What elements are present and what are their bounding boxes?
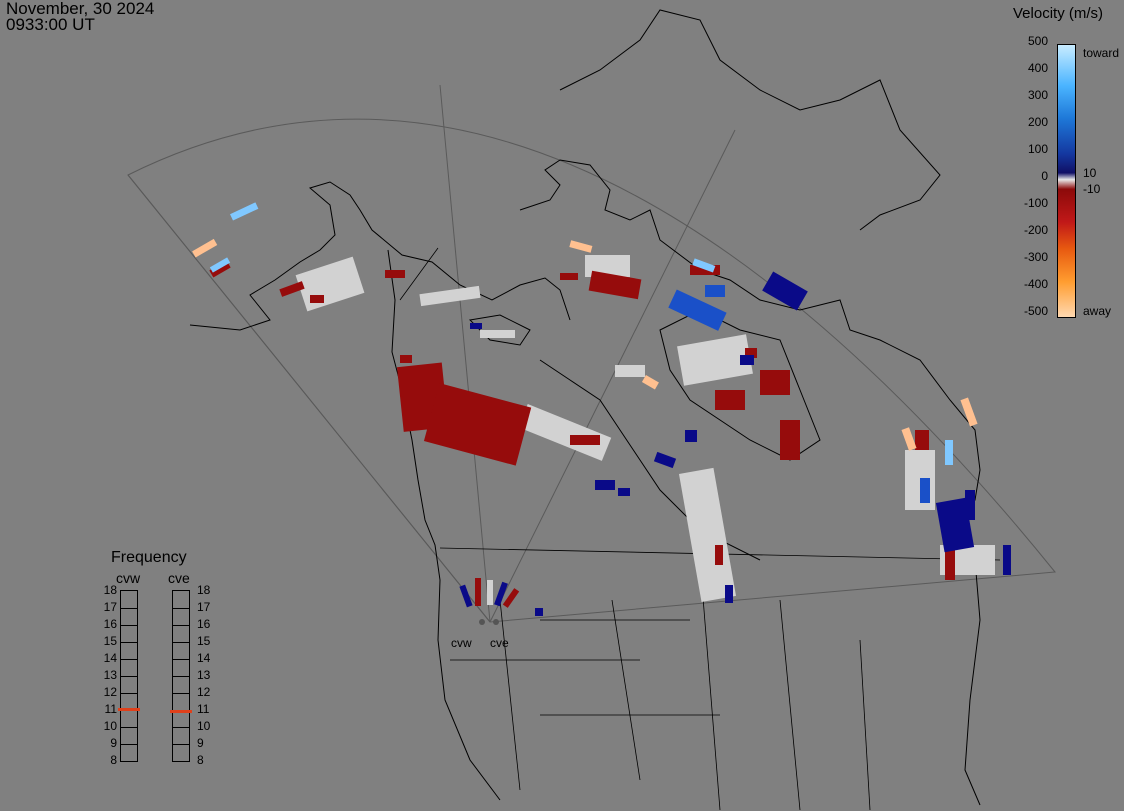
frequency-scale-label: 11 — [104, 702, 117, 716]
frequency-scale-label: 16 — [103, 617, 117, 631]
colorbar-tick-label: -500 — [1023, 304, 1048, 318]
frequency-scale-label: 17 — [103, 600, 117, 614]
colorbar-tick-label: 300 — [1027, 88, 1048, 102]
colorbar-small-tick-pos: 10 — [1083, 166, 1097, 180]
frequency-scale-label: 18 — [197, 583, 211, 597]
site-fan — [459, 578, 520, 625]
borders — [399, 247, 1001, 811]
frequency-scale-label: 8 — [110, 753, 117, 767]
colorbar — [1057, 44, 1076, 318]
frequency-title: Frequency — [111, 549, 187, 566]
frequency-scale-label: 10 — [103, 719, 117, 733]
frequency-scale-label: 11 — [197, 702, 210, 716]
frequency-marker — [170, 709, 192, 713]
date-text: November, 30 2024 — [6, 0, 155, 18]
colorbar-tick-label: -200 — [1023, 223, 1048, 237]
colorbar-tick-label: -400 — [1023, 277, 1048, 291]
frequency-scale-label: 9 — [197, 736, 204, 750]
field-of-view — [127, 84, 1056, 623]
frequency-radar-cvw: cvw — [116, 570, 141, 586]
frequency-marker — [118, 708, 140, 711]
frequency-scale-label: 14 — [103, 651, 117, 665]
frequency-scale-label: 13 — [197, 668, 211, 682]
coastlines — [189, 9, 981, 806]
frequency-scale-label: 13 — [103, 668, 117, 682]
frequency-scale-label: 14 — [197, 651, 211, 665]
site-label-cve: cve — [490, 636, 509, 650]
colorbar-tick-label: 500 — [1027, 34, 1048, 48]
colorbar-tick-label: 400 — [1027, 61, 1048, 75]
colorbar-title: Velocity (m/s) — [1013, 5, 1104, 22]
frequency-scale-label: 12 — [103, 685, 117, 699]
frequency-bar-cve — [170, 590, 192, 762]
colorbar-toward-label: toward — [1083, 46, 1120, 60]
frequency-scale-label: 12 — [197, 685, 211, 699]
frequency-scale-label: 10 — [197, 719, 211, 733]
colorbar-away-label: away — [1083, 304, 1112, 318]
frequency-scale-label: 17 — [197, 600, 211, 614]
time-text: 0933:00 UT — [6, 15, 95, 34]
colorbar-tick-label: 0 — [1041, 169, 1048, 183]
frequency-scale-label: 8 — [197, 753, 204, 767]
frequency-scale-label: 18 — [103, 583, 117, 597]
frequency-scale-label: 16 — [197, 617, 211, 631]
frequency-radar-cve: cve — [168, 570, 190, 586]
frequency-bar-cvw — [118, 590, 140, 762]
scatter-cells — [192, 202, 1011, 616]
site-label-cvw: cvw — [451, 636, 472, 650]
colorbar-tick-label: -100 — [1023, 196, 1048, 210]
timestamp: November, 30 2024 0933:00 UT — [6, 0, 155, 34]
frequency-scale-label: 15 — [103, 634, 117, 648]
colorbar-tick-label: 100 — [1027, 142, 1048, 156]
frequency-scale-label: 9 — [110, 736, 117, 750]
frequency-scale-label: 15 — [197, 634, 211, 648]
colorbar-tick-label: 200 — [1027, 115, 1048, 129]
colorbar-small-tick-neg: -10 — [1083, 182, 1101, 196]
colorbar-tick-label: -300 — [1023, 250, 1048, 264]
